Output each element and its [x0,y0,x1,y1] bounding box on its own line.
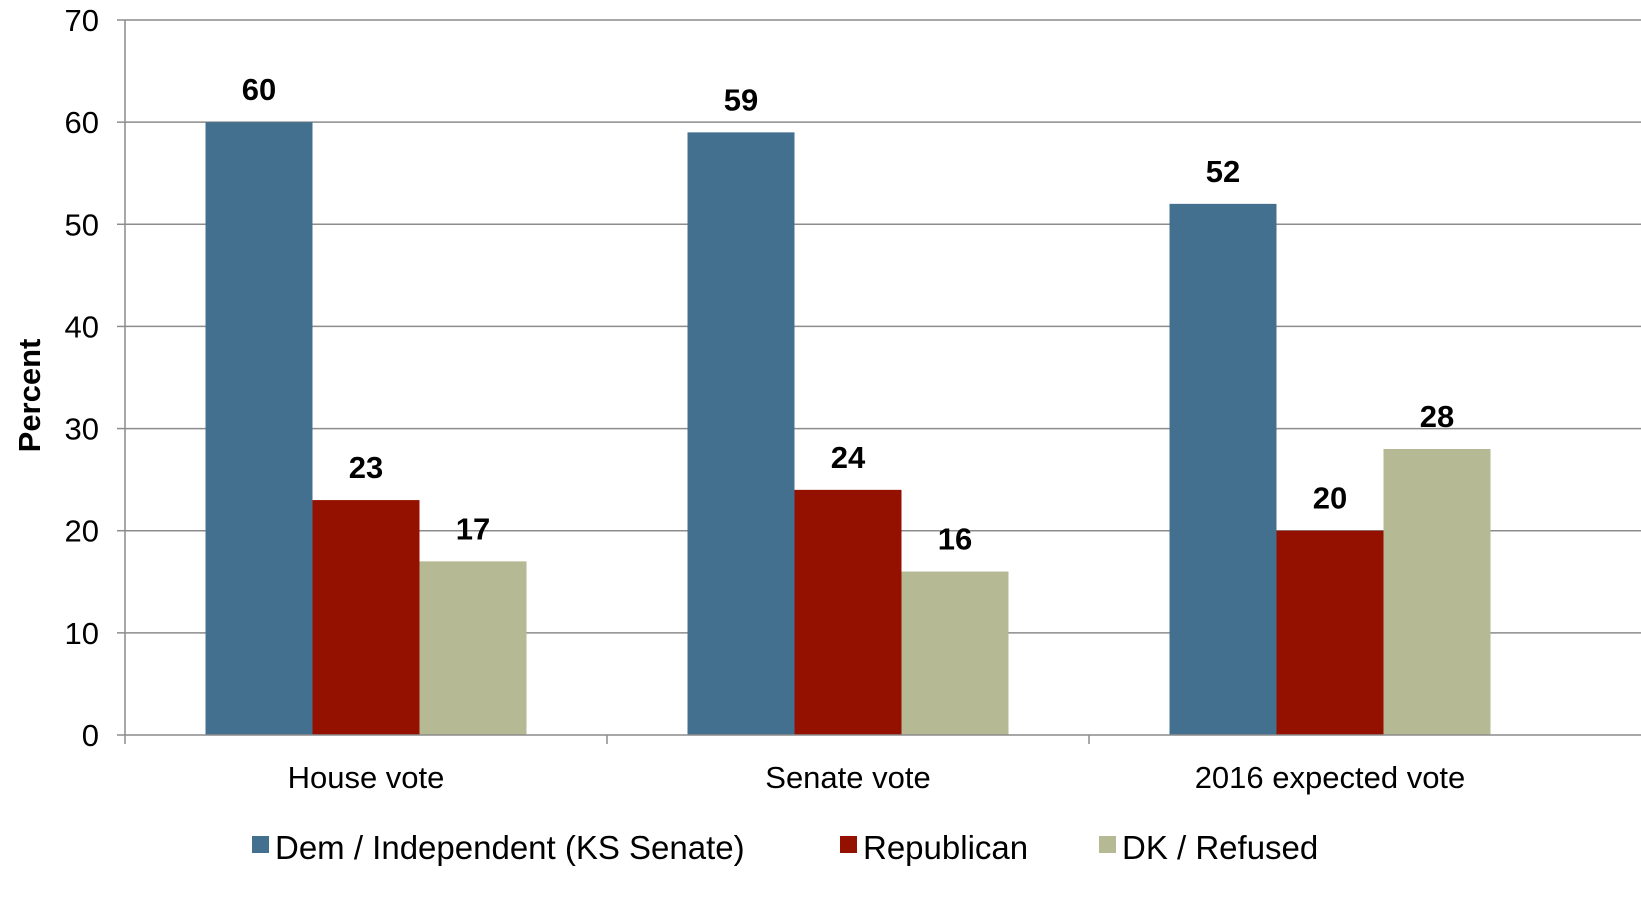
bar [1383,449,1491,735]
axes [117,19,1641,744]
data-label: 17 [456,511,490,546]
legend: Dem / Independent (KS Senate) Republican D… [252,829,1318,866]
data-label: 59 [724,82,758,117]
legend-swatch [1099,836,1116,853]
legend-label: Dem / Independent (KS Senate) [275,829,745,866]
y-tick-label: 20 [65,514,99,549]
x-tick-label: Senate vote [765,760,930,795]
legend-label: DK / Refused [1122,829,1318,866]
bar [419,561,527,735]
bar [794,489,902,735]
y-tick-label: 40 [65,309,99,344]
x-tick-label: House vote [288,760,445,795]
y-tick-label: 0 [82,718,99,753]
y-tick-label: 60 [65,105,99,140]
bar [1169,203,1277,735]
labels: 0 10 20 30 40 50 60 70 60 23 17 House vote 59 24 16 Sen… [65,3,1466,795]
data-label: 24 [831,440,866,475]
legend-label: Republican [863,829,1028,866]
x-tick-label: 2016 expected vote [1195,760,1466,795]
data-label: 60 [242,72,276,107]
bar [687,132,795,735]
data-label: 23 [349,450,383,485]
bar [1276,530,1384,735]
bars [205,122,1491,735]
y-axis-title: Percent [12,339,47,453]
data-label: 28 [1420,399,1454,434]
y-tick-label: 30 [65,412,99,447]
legend-swatch [840,836,857,853]
legend-swatch [252,836,269,853]
data-label: 16 [938,522,972,557]
y-tick-label: 10 [65,616,99,651]
y-tick-label: 50 [65,207,99,242]
y-tick-label: 70 [65,3,99,38]
bar [205,122,313,735]
data-label: 20 [1313,481,1347,516]
bar [901,571,1009,735]
data-label: 52 [1206,154,1240,189]
bar [312,500,420,735]
